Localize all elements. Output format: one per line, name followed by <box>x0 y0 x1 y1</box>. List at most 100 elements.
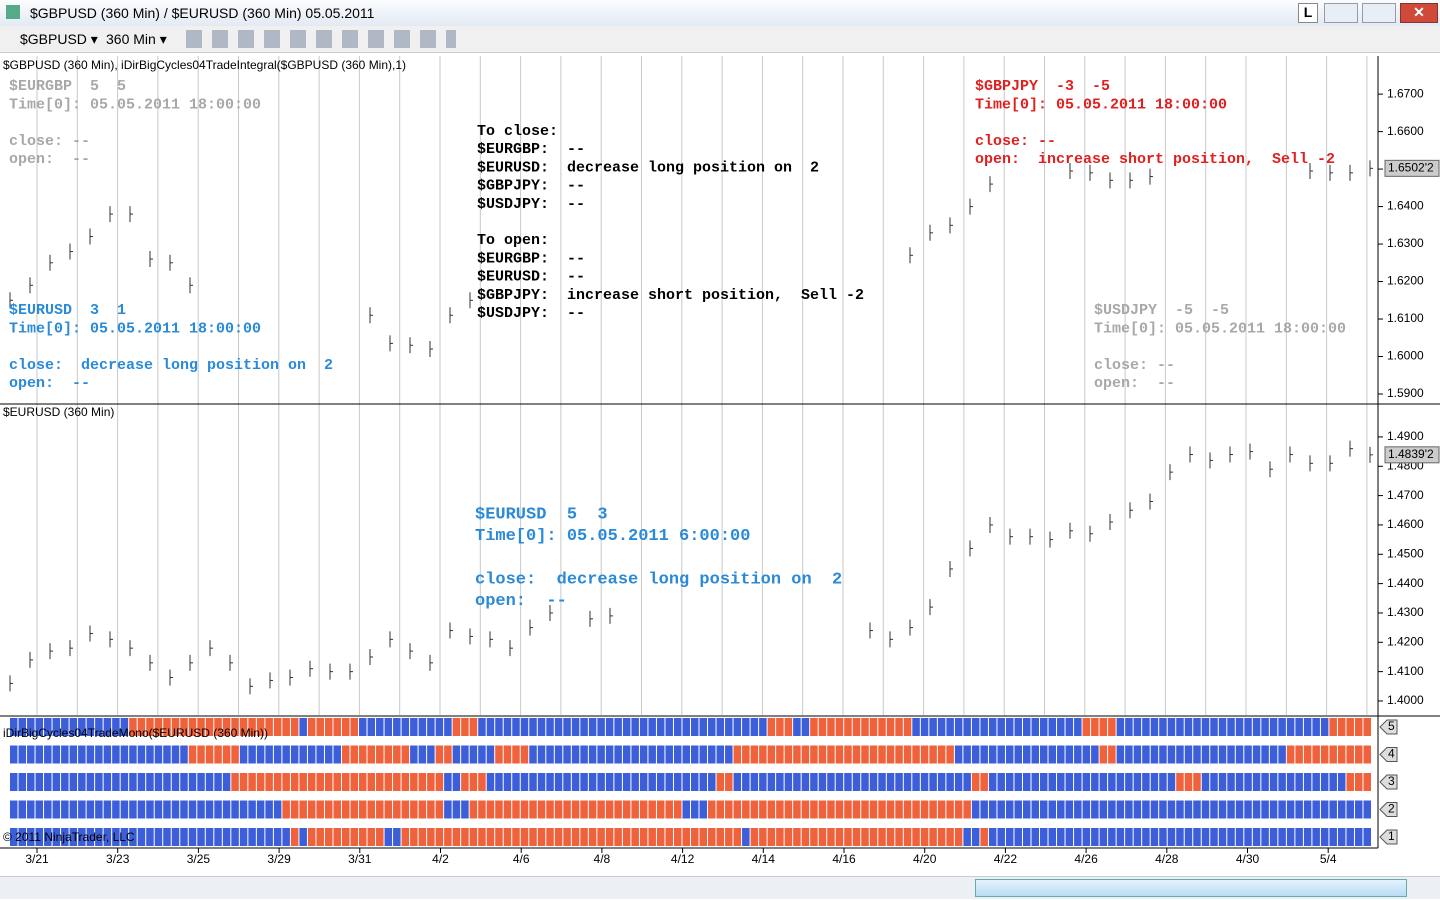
mono-cell <box>452 828 461 846</box>
mono-cell <box>1354 773 1363 791</box>
mono-cell <box>44 800 52 819</box>
note-line: Time[0]: 05.05.2011 18:00:00 <box>1094 320 1346 337</box>
mono-cell <box>691 718 699 736</box>
instrument-select[interactable]: $GBPUSD ▾ <box>20 31 98 47</box>
mono-cell <box>1269 718 1278 736</box>
mono-cell <box>1320 773 1329 791</box>
price-bar <box>1349 164 1353 181</box>
mono-cell <box>486 800 495 819</box>
minimize-button[interactable] <box>1324 3 1358 23</box>
price-bar <box>529 619 533 636</box>
mono-cell <box>1091 800 1099 819</box>
note-line: open: increase short position, Sell -2 <box>975 151 1335 168</box>
mono-cell <box>750 718 759 736</box>
mono-cell <box>656 800 665 819</box>
mono-cell <box>435 828 444 846</box>
mono-cell <box>971 828 980 846</box>
note-line: $EURUSD 5 3 <box>475 505 608 524</box>
price-bar <box>1249 443 1253 460</box>
mono-cell <box>852 800 861 819</box>
scroll-thumb[interactable] <box>975 879 1407 897</box>
mono-cell <box>359 718 367 736</box>
mono-cell <box>1252 718 1261 736</box>
mono-cell <box>1278 718 1286 736</box>
mono-cell <box>1082 718 1091 736</box>
app-icon <box>6 5 20 19</box>
mono-cell <box>1329 745 1337 764</box>
mono-cell <box>248 800 256 819</box>
mono-cell <box>1176 800 1184 819</box>
last-price-label: 1.6502'2 <box>1388 161 1434 175</box>
mono-cell <box>333 828 341 846</box>
mono-cell <box>648 800 656 819</box>
mono-cell <box>639 773 648 791</box>
mono-cell <box>512 773 520 791</box>
mono-cell <box>682 773 690 791</box>
mono-cell <box>512 828 520 846</box>
mono-cell <box>742 745 750 764</box>
l-button[interactable]: L <box>1298 3 1318 23</box>
mono-cell <box>1031 773 1040 791</box>
mono-cell <box>282 718 290 736</box>
mono-cell <box>767 828 776 846</box>
mono-cell <box>503 828 512 846</box>
mono-cell <box>1244 773 1252 791</box>
mono-cell <box>1048 718 1057 736</box>
price-bar <box>949 560 953 577</box>
mono-cell <box>639 745 648 764</box>
summary-line: $USDJPY: -- <box>477 196 585 213</box>
mono-cell <box>393 745 401 764</box>
mono-cell <box>1150 718 1159 736</box>
mono-cell <box>1133 718 1142 736</box>
mono-cell <box>444 718 452 736</box>
interval-select[interactable]: 360 Min ▾ <box>106 31 167 47</box>
mono-cell <box>563 800 571 819</box>
mono-cell <box>146 718 154 736</box>
mono-cell <box>1116 828 1125 846</box>
mono-cell <box>903 828 912 846</box>
mono-cell <box>682 800 690 819</box>
mono-cell <box>341 718 350 736</box>
mono-cell <box>1346 773 1354 791</box>
scrollbar[interactable] <box>0 876 1440 899</box>
mono-cell <box>495 773 503 791</box>
price-bar <box>989 516 993 533</box>
mono-cell <box>1108 828 1116 846</box>
mono-cell <box>95 773 103 791</box>
mono-cell <box>256 800 265 819</box>
mono-cell <box>776 828 784 846</box>
mono-cell <box>35 800 44 819</box>
mono-cell <box>648 828 656 846</box>
y-tick-label: 1.4700 <box>1387 488 1424 502</box>
mono-cell <box>1193 800 1201 819</box>
mono-cell <box>1235 800 1244 819</box>
mono-cell <box>920 800 929 819</box>
mono-cell <box>1057 773 1065 791</box>
mono-cell <box>214 828 222 846</box>
mono-cell <box>112 718 120 736</box>
mono-cell <box>767 745 776 764</box>
price-bar <box>1089 525 1093 542</box>
mono-cell <box>341 745 350 764</box>
mono-cell <box>129 745 137 764</box>
mono-cell <box>1082 800 1091 819</box>
mono-cell <box>239 718 248 736</box>
mono-cell <box>86 800 95 819</box>
mono-cell <box>393 718 401 736</box>
mono-cell <box>793 828 801 846</box>
note-line: close: decrease long position on 2 <box>9 357 333 374</box>
mono-cell <box>146 773 154 791</box>
mono-cell <box>359 800 367 819</box>
tool-icons[interactable] <box>186 30 456 48</box>
maximize-button[interactable] <box>1362 3 1396 23</box>
mono-cell <box>759 800 767 819</box>
mono-cell <box>537 800 546 819</box>
mono-cell <box>1210 718 1218 736</box>
mono-cell <box>920 745 929 764</box>
mono-cell <box>197 828 205 846</box>
mono-cell <box>69 828 78 846</box>
mono-cell <box>452 745 461 764</box>
mono-cell <box>112 745 120 764</box>
close-button[interactable]: ✕ <box>1400 3 1438 23</box>
